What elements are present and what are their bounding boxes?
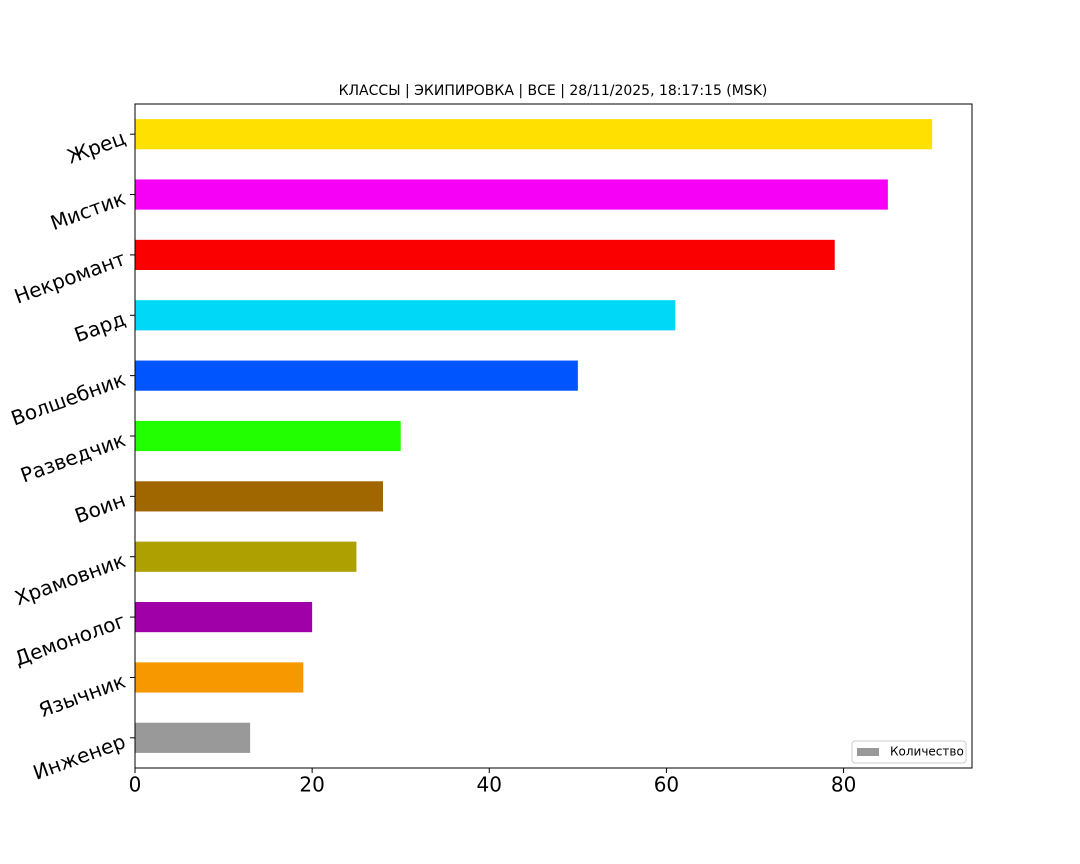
bar: [135, 481, 383, 512]
y-tick-label: Волшебник: [8, 367, 129, 431]
bar: [135, 360, 578, 391]
bar: [135, 119, 933, 150]
bar: [135, 300, 676, 331]
y-tick-label: Инженер: [30, 729, 129, 785]
x-tick-label: 20: [299, 773, 324, 797]
y-tick-label: Демонолог: [11, 608, 128, 670]
y-tick-label: Бард: [71, 307, 129, 348]
y-tick-label: Разведчик: [17, 427, 128, 487]
y-tick-label: Храмовник: [11, 548, 128, 610]
legend-swatch: [857, 748, 879, 756]
y-tick-label: Язычник: [36, 669, 129, 722]
bar: [135, 602, 313, 633]
x-tick-label: 40: [477, 773, 502, 797]
bar: [135, 239, 835, 270]
y-tick-label: Жрец: [64, 125, 129, 168]
legend-label: Количество: [890, 745, 964, 759]
legend-box: [851, 740, 967, 764]
bar: [135, 420, 401, 452]
plot-frame: [134, 103, 973, 769]
bar: [135, 662, 304, 693]
bar: [135, 541, 357, 572]
y-tick-label: Воин: [71, 488, 128, 528]
bar: [135, 722, 251, 753]
x-tick-label: 60: [654, 773, 679, 797]
x-tick-label: 80: [831, 773, 856, 797]
y-tick-label: Некромант: [11, 246, 129, 308]
bar: [135, 179, 888, 210]
x-tick-label: 0: [129, 773, 142, 797]
chart-title: КЛАССЫ | ЭКИПИРОВКА | ВСЕ | 28/11/2025, …: [339, 83, 768, 99]
y-tick-label: Мистик: [47, 186, 128, 235]
